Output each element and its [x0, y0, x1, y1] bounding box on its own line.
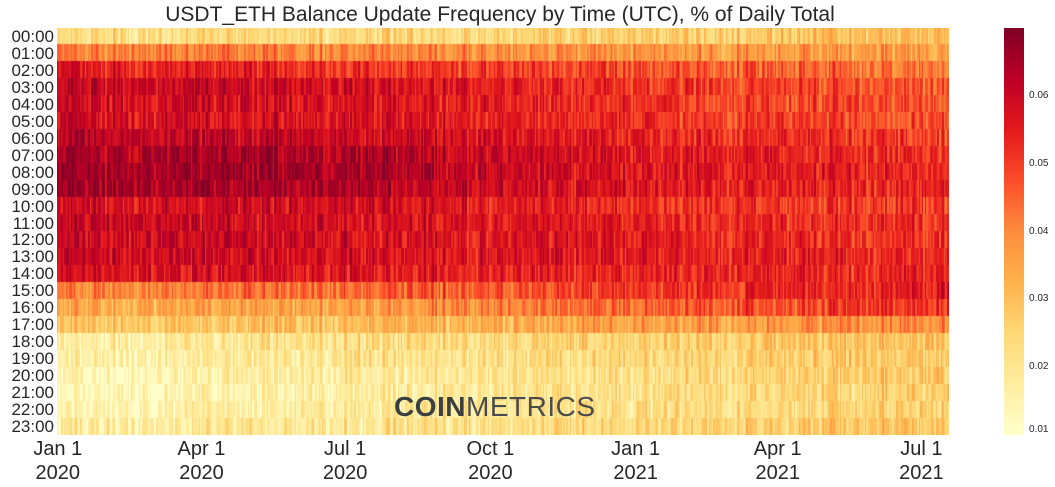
x-tick-month: Apr 1 [177, 438, 226, 460]
x-tick-label: Jul 1 2020 [323, 437, 368, 485]
y-tick-label: 07:00 [11, 145, 54, 165]
y-tick-label: 06:00 [11, 128, 54, 148]
x-tick-month: Jan 1 [611, 438, 661, 460]
x-tick-label: Apr 1 2020 [178, 437, 226, 485]
y-tick-label: 09:00 [11, 179, 54, 199]
x-tick-year: 2021 [613, 462, 658, 484]
colorbar-tick-label: 0.04 [1029, 225, 1049, 237]
x-tick-month: Jan 1 [33, 438, 83, 460]
x-tick-label: Jan 1 2021 [611, 437, 660, 485]
logo-bold-text: COIN [394, 391, 466, 422]
y-tick-label: 19:00 [11, 349, 54, 369]
colorbar [1004, 28, 1024, 435]
y-tick-label: 20:00 [11, 366, 54, 386]
y-tick-label: 13:00 [11, 247, 54, 267]
x-tick-month: Apr 1 [753, 438, 802, 460]
y-tick-label: 02:00 [11, 60, 54, 80]
heatmap-plot [57, 28, 949, 435]
y-tick-label: 00:00 [11, 26, 54, 46]
x-tick-label: Oct 1 2020 [466, 437, 514, 485]
y-tick-label: 21:00 [11, 383, 54, 403]
colorbar-tick-label: 0.01 [1029, 424, 1049, 435]
x-tick-label: Jul 1 2021 [899, 437, 944, 485]
y-tick-label: 10:00 [11, 196, 54, 216]
x-tick-month: Oct 1 [466, 438, 515, 460]
logo-light-text: METRICS [466, 391, 596, 422]
x-tick-label: Apr 1 2021 [754, 437, 802, 485]
y-tick-label: 08:00 [11, 162, 54, 182]
colorbar-tick-label: 0.06 [1029, 89, 1049, 101]
y-tick-label: 11:00 [12, 213, 54, 233]
x-tick-year: 2020 [179, 462, 224, 484]
y-tick-label: 15:00 [11, 281, 54, 301]
coinmetrics-logo: COINMETRICS [394, 391, 596, 423]
y-tick-label: 22:00 [11, 400, 54, 420]
y-tick-label: 05:00 [11, 111, 54, 131]
y-tick-label: 04:00 [11, 94, 54, 114]
colorbar-tick-label: 0.05 [1029, 157, 1049, 169]
x-tick-year: 2020 [35, 462, 81, 484]
y-tick-label: 23:00 [11, 417, 54, 437]
x-tick-month: Jul 1 [900, 438, 943, 460]
x-tick-year: 2021 [899, 462, 944, 484]
colorbar-tick-label: 0.02 [1029, 361, 1049, 373]
chart-title: USDT_ETH Balance Update Frequency by Tim… [165, 3, 835, 26]
colorbar-tick-label: 0.03 [1029, 293, 1049, 305]
x-tick-year: 2020 [468, 462, 513, 484]
x-tick-year: 2020 [322, 462, 368, 484]
x-tick-month: Jul 1 [323, 438, 367, 460]
x-tick-year: 2021 [755, 462, 800, 484]
y-tick-label: 18:00 [11, 332, 54, 352]
y-tick-label: 16:00 [11, 298, 54, 318]
y-tick-label: 12:00 [11, 230, 54, 250]
x-tick-label: Jan 1 2020 [33, 437, 82, 485]
y-tick-label: 14:00 [11, 264, 54, 284]
y-tick-label: 17:00 [11, 315, 54, 335]
y-tick-label: 01:00 [11, 43, 54, 63]
y-tick-label: 03:00 [11, 77, 54, 97]
